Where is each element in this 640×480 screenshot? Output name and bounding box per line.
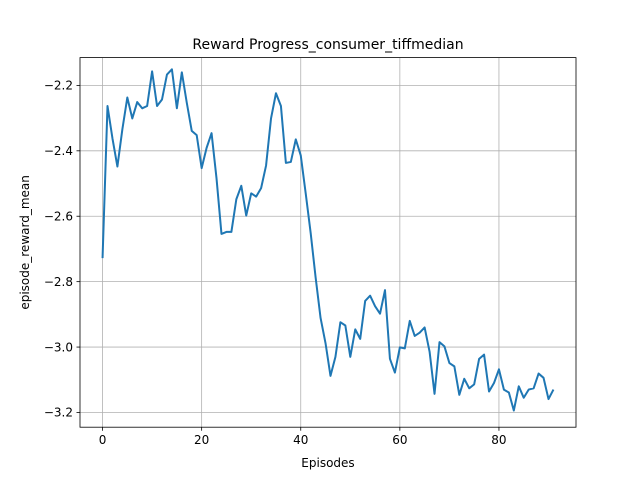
x-tick-label: 40: [293, 433, 308, 447]
series-line: [101, 68, 555, 412]
x-tick-label: 80: [491, 433, 506, 447]
chart-title: Reward Progress_consumer_tiffmedian: [192, 37, 463, 53]
x-tick-label: 60: [392, 433, 407, 447]
y-tick-label: −3.0: [44, 340, 73, 354]
x-tick-label: 0: [99, 433, 107, 447]
y-tick-label: −2.8: [44, 275, 73, 289]
y-tick-label: −3.2: [44, 406, 73, 420]
y-tick-label: −2.2: [44, 79, 73, 93]
axis-ticks: 0 20 40 60 80 −3.2 −3.0 −2.8 −2.6 −2.4 −2.2: [44, 79, 507, 448]
y-tick-label: −2.4: [44, 144, 73, 158]
y-tick-label: −2.6: [44, 209, 73, 223]
plot-area-frame: [79, 57, 577, 428]
series-layer: [101, 68, 555, 412]
y-axis-title: episode_reward_mean: [18, 175, 32, 310]
x-tick-label: 20: [194, 433, 209, 447]
grid-lines: [80, 57, 576, 428]
x-axis-title: Episodes: [301, 456, 354, 470]
